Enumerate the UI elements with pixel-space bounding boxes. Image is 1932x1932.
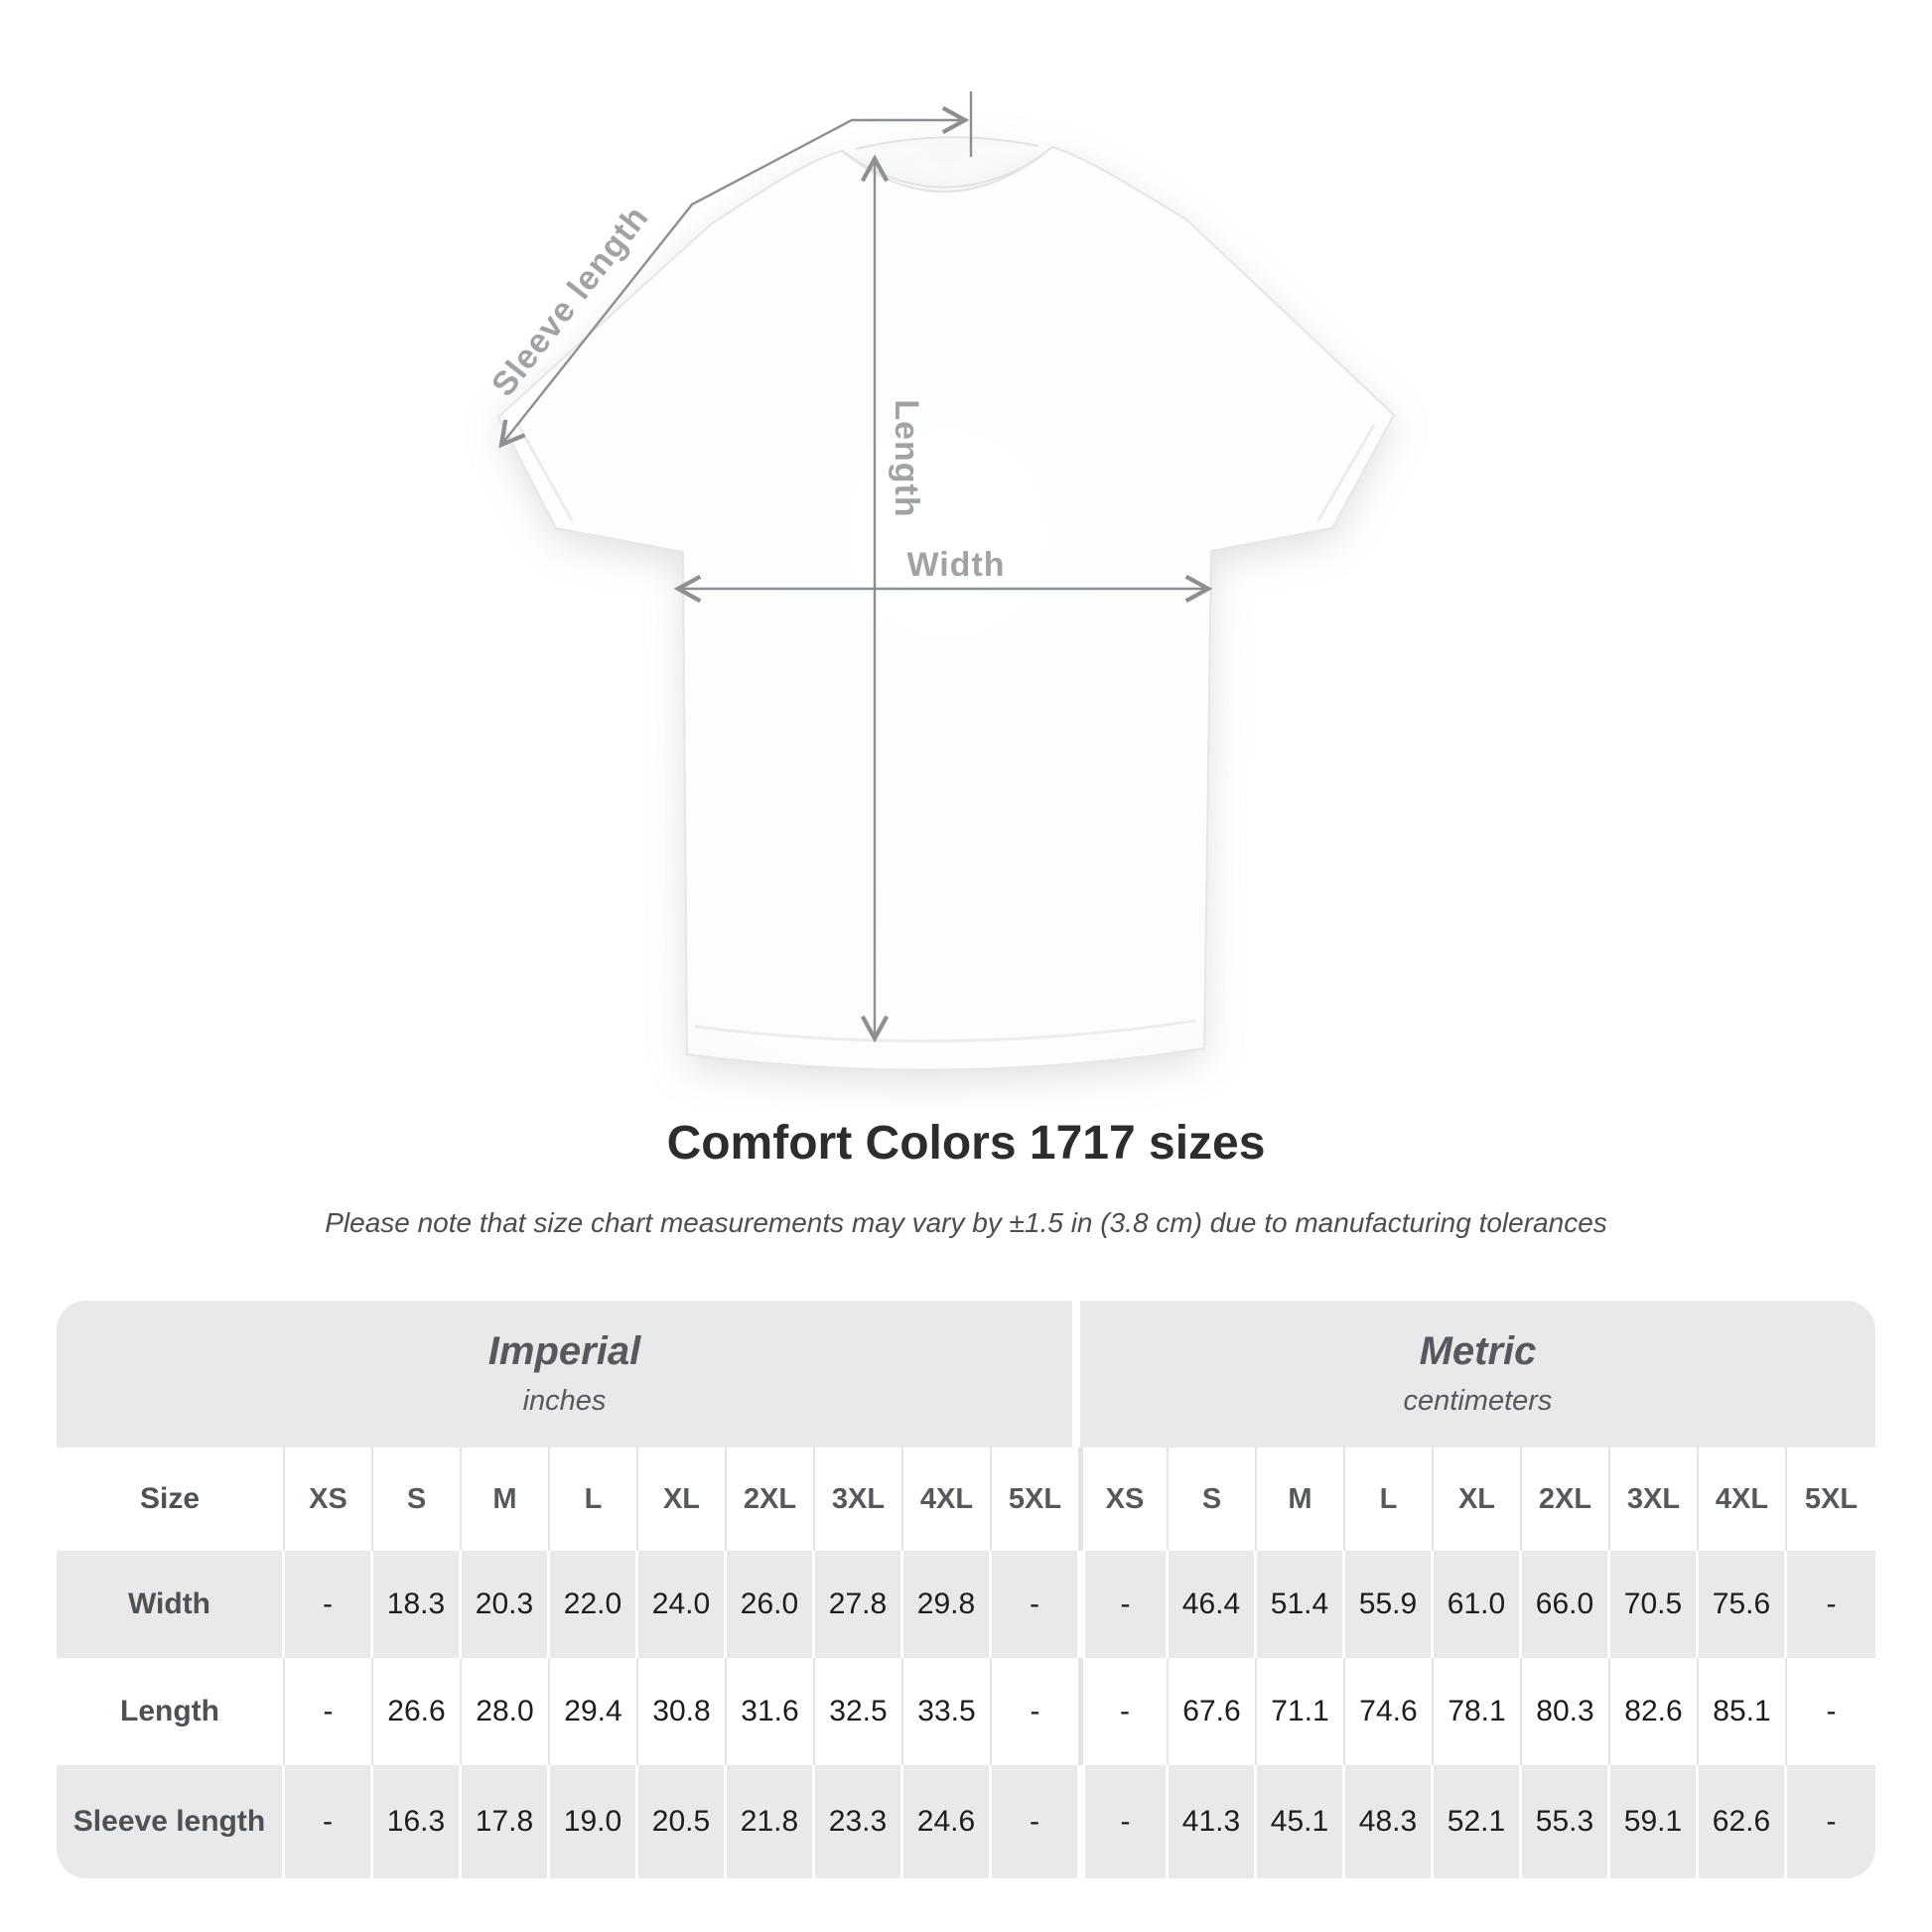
- value-cell: 71.1: [1257, 1658, 1345, 1765]
- value-cell: 85.1: [1699, 1658, 1787, 1765]
- size-header-cell: XS: [285, 1448, 373, 1551]
- value-cell: 17.8: [462, 1765, 550, 1878]
- value-cell: 78.1: [1434, 1658, 1522, 1765]
- value-cell: 24.6: [903, 1765, 992, 1878]
- value-cell: 18.3: [373, 1551, 462, 1658]
- value-cell: 67.6: [1169, 1658, 1257, 1765]
- value-cell: 30.8: [638, 1658, 727, 1765]
- value-cell: -: [285, 1658, 373, 1765]
- value-cell: 62.6: [1699, 1765, 1787, 1878]
- data-row-2: Sleeve length -16.3 17.8 19.0 20.5 21.8 23.3 2…: [57, 1765, 1875, 1878]
- imperial-label: Imperial: [487, 1329, 641, 1373]
- data-row-0: Width -18.3 20.3 22.0 24.0 26.0 27.8 29.8- -46.…: [57, 1551, 1875, 1658]
- width-label: Width: [906, 546, 1005, 584]
- value-cell: 66.0: [1522, 1551, 1610, 1658]
- value-cell: 26.6: [373, 1658, 462, 1765]
- value-cell: 22.0: [550, 1551, 638, 1658]
- value-cell: -: [1080, 1765, 1169, 1878]
- size-header-cell: L: [550, 1448, 638, 1551]
- value-cell: 80.3: [1522, 1658, 1610, 1765]
- value-cell: 21.8: [727, 1765, 815, 1878]
- size-table: Imperial inches Metric centimeters Size …: [57, 1301, 1875, 1878]
- size-header-cell: 2XL: [727, 1448, 815, 1551]
- size-header-cell: M: [1257, 1448, 1345, 1551]
- row-label-sleeve-length: Sleeve length: [57, 1765, 285, 1878]
- page-title: Comfort Colors 1717 sizes: [666, 1117, 1266, 1170]
- value-cell: 31.6: [727, 1658, 815, 1765]
- value-cell: 45.1: [1257, 1765, 1345, 1878]
- value-cell: 82.6: [1610, 1658, 1699, 1765]
- value-cell: 16.3: [373, 1765, 462, 1878]
- value-cell: 74.6: [1345, 1658, 1434, 1765]
- size-header-cell: XS: [1080, 1448, 1169, 1551]
- size-header-cell: S: [1169, 1448, 1257, 1551]
- value-cell: 28.0: [462, 1658, 550, 1765]
- imperial-sublabel: inches: [522, 1385, 607, 1417]
- size-header-cell: 5XL: [992, 1448, 1080, 1551]
- value-cell: -: [1080, 1658, 1169, 1765]
- row-label-length: Length: [57, 1658, 285, 1765]
- value-cell: 19.0: [550, 1765, 638, 1878]
- value-cell: 26.0: [727, 1551, 815, 1658]
- value-cell: 20.5: [638, 1765, 727, 1878]
- value-cell: 32.5: [815, 1658, 903, 1765]
- value-cell: 29.4: [550, 1658, 638, 1765]
- value-cell: -: [1787, 1765, 1875, 1878]
- value-cell: 33.5: [903, 1658, 992, 1765]
- unit-header-row: Imperial inches Metric centimeters: [57, 1301, 1875, 1448]
- value-cell: -: [285, 1551, 373, 1658]
- value-cell: 23.3: [815, 1765, 903, 1878]
- value-cell: 70.5: [1610, 1551, 1699, 1658]
- value-cell: 41.3: [1169, 1765, 1257, 1878]
- size-header-cell: 5XL: [1787, 1448, 1875, 1551]
- value-cell: -: [992, 1765, 1080, 1878]
- value-cell: -: [992, 1551, 1080, 1658]
- size-header-cell: M: [462, 1448, 550, 1551]
- value-cell: 55.3: [1522, 1765, 1610, 1878]
- metric-header: Metric centimeters: [1080, 1301, 1875, 1448]
- size-header-cell: L: [1345, 1448, 1434, 1551]
- value-cell: 61.0: [1434, 1551, 1522, 1658]
- value-cell: 52.1: [1434, 1765, 1522, 1878]
- value-cell: 59.1: [1610, 1765, 1699, 1878]
- size-header-cell: XL: [1434, 1448, 1522, 1551]
- metric-label: Metric: [1419, 1329, 1537, 1373]
- value-cell: 27.8: [815, 1551, 903, 1658]
- size-header-cell: 4XL: [903, 1448, 992, 1551]
- value-cell: -: [1787, 1551, 1875, 1658]
- value-cell: -: [992, 1658, 1080, 1765]
- value-cell: 46.4: [1169, 1551, 1257, 1658]
- metric-sublabel: centimeters: [1403, 1385, 1553, 1417]
- tolerance-note: Please note that size chart measurements…: [325, 1207, 1607, 1238]
- value-cell: 24.0: [638, 1551, 727, 1658]
- value-cell: 55.9: [1345, 1551, 1434, 1658]
- imperial-header: Imperial inches: [57, 1301, 1080, 1448]
- tshirt-illustration: [496, 136, 1396, 1071]
- value-cell: -: [1080, 1551, 1169, 1658]
- size-header-cell: XL: [638, 1448, 727, 1551]
- length-label: Length: [888, 399, 925, 517]
- data-row-1: Length -26.6 28.0 29.4 30.8 31.6 32.5 33.5- -67…: [57, 1658, 1875, 1765]
- row-label-width: Width: [57, 1551, 285, 1658]
- value-cell: 75.6: [1699, 1551, 1787, 1658]
- sleeve-length-line: [498, 105, 970, 449]
- value-cell: -: [1787, 1658, 1875, 1765]
- size-header-cell: 4XL: [1699, 1448, 1787, 1551]
- value-cell: 51.4: [1257, 1551, 1345, 1658]
- value-cell: -: [285, 1765, 373, 1878]
- size-header-row: Size XS S M L XL 2XL 3XL 4XL 5XL XS S M L XL 2XL 3XL 4XL…: [57, 1448, 1875, 1551]
- size-header-cell: 2XL: [1522, 1448, 1610, 1551]
- size-header-cell: 3XL: [815, 1448, 903, 1551]
- value-cell: 20.3: [462, 1551, 550, 1658]
- value-cell: 48.3: [1345, 1765, 1434, 1878]
- size-header-cell: 3XL: [1610, 1448, 1699, 1551]
- size-header-cell: S: [373, 1448, 462, 1551]
- size-column-header: Size: [57, 1448, 285, 1551]
- tshirt-diagram: Sleeve length Length Width: [484, 91, 1396, 1071]
- value-cell: 29.8: [903, 1551, 992, 1658]
